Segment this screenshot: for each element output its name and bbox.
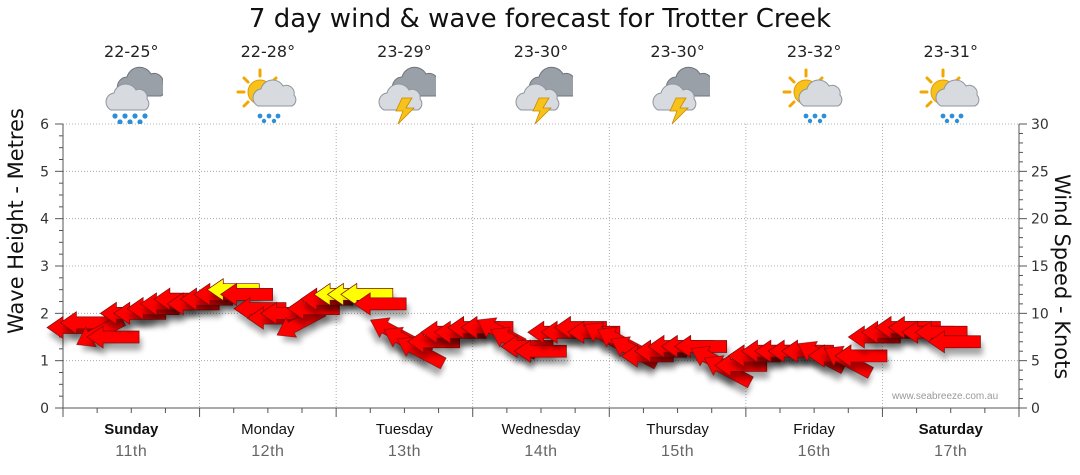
y-axis-left-label: Wave Height - Metres [4,108,28,334]
y-right-tick-label: 30 [1031,117,1049,133]
y-left-tick-label: 4 [40,212,49,228]
day-date-label: 12th [251,443,285,460]
y-right-tick-label: 0 [1031,401,1040,417]
y-right-tick-label: 15 [1031,259,1049,275]
wind-arrow [927,330,981,354]
y-axis-right-label: Wind Speed - Knots [1050,174,1074,380]
day-name-label: Tuesday [375,421,433,438]
wind-arrow [834,344,888,368]
wind-arrow [220,282,273,307]
y-left-tick-label: 3 [40,259,49,275]
day-name-label: Thursday [646,421,709,438]
day-date-label: 14th [524,443,558,460]
wind-arrow-shape [220,282,273,307]
day-name-label: Monday [241,421,295,438]
y-left-tick-label: 0 [40,401,49,417]
day-temperature: 23-30° [650,42,705,61]
chart-title: 7 day wind & wave forecast for Trotter C… [248,4,832,34]
day-date-label: 11th [115,443,148,460]
y-left-tick-label: 5 [40,164,49,180]
y-right-tick-label: 20 [1031,212,1049,228]
thunderstorm-icon [372,64,441,126]
watermark: www.seabreeze.com.au [892,391,999,402]
wind-arrow [353,292,407,316]
sun-rain-icon [782,64,846,126]
day-name-label: Friday [793,421,835,438]
y-right-tick-label: 25 [1031,164,1049,180]
day-temperature: 23-31° [923,42,978,61]
thunderstorm-icon [509,64,578,126]
day-date-label: 13th [387,443,421,460]
day-date-label: 17th [934,443,968,460]
sun-rain-icon [919,64,983,126]
day-date-label: 15th [660,443,695,460]
day-name-label: Wednesday [501,421,581,438]
y-left-tick-label: 2 [40,306,49,322]
day-date-label: 16th [797,443,831,460]
day-temperature: 22-25° [104,42,159,61]
sun-rain-icon [236,64,300,126]
wind-arrow-shape [86,325,140,349]
wind-arrow [513,339,567,363]
wind-arrow [674,334,728,359]
wind-arrow-shape [674,334,728,359]
day-temperature: 23-29° [377,42,432,61]
wind-arrow-shape [513,339,567,363]
wind-arrow [86,325,140,349]
day-temperature: 23-32° [786,42,842,61]
wind-arrow-shape [353,292,407,316]
day-temperature: 23-30° [513,42,569,61]
wind-arrow-shape [927,330,981,354]
rain-cloud-icon [99,64,166,126]
y-right-tick-label: 10 [1031,306,1049,322]
y-left-tick-label: 1 [40,354,49,370]
wind-arrow-shape [834,344,888,368]
thunderstorm-icon [646,64,714,126]
day-name-label: Sunday [104,421,159,438]
y-left-tick-label: 6 [40,117,49,133]
y-right-tick-label: 5 [1031,354,1040,370]
day-name-label: Saturday [918,421,983,438]
day-temperature: 22-28° [240,42,296,61]
